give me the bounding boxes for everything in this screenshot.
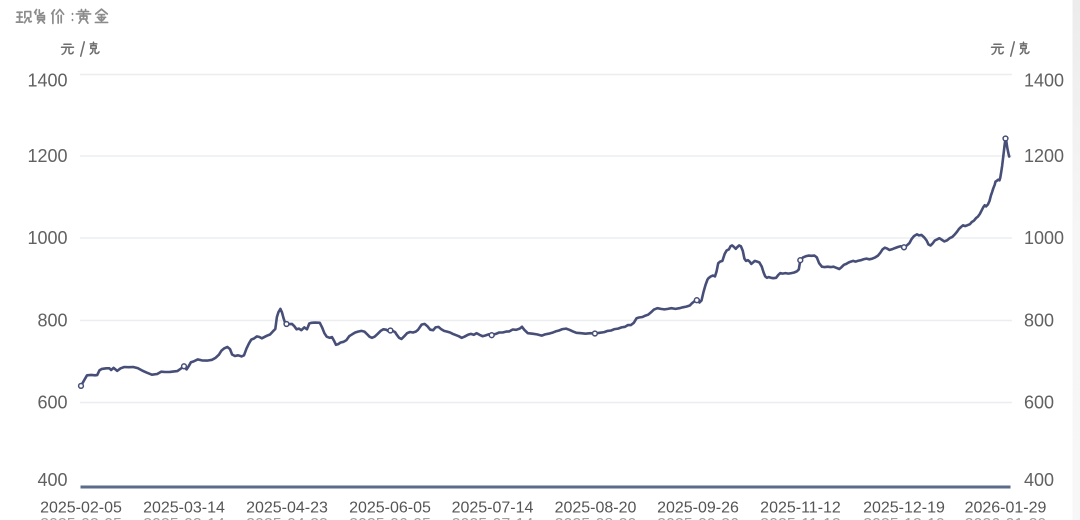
svg-text:2025-11-12: 2025-11-12 xyxy=(760,516,841,520)
svg-text:800: 800 xyxy=(37,311,67,331)
svg-text:2025-03-14: 2025-03-14 xyxy=(143,516,225,520)
svg-text:2025-04-23: 2025-04-23 xyxy=(246,516,328,520)
svg-text:1200: 1200 xyxy=(1024,146,1064,166)
svg-text:600: 600 xyxy=(1024,393,1054,413)
svg-text:2025-11-12: 2025-11-12 xyxy=(760,500,841,517)
svg-text:2025-07-14: 2025-07-14 xyxy=(452,500,534,517)
svg-text:2025-12-19: 2025-12-19 xyxy=(863,516,945,520)
svg-text:800: 800 xyxy=(1024,311,1054,331)
svg-text:2025-08-20: 2025-08-20 xyxy=(555,500,637,517)
svg-text:1000: 1000 xyxy=(27,228,67,248)
svg-text:2025-07-14: 2025-07-14 xyxy=(452,516,534,520)
svg-text:2025-02-05: 2025-02-05 xyxy=(40,516,122,520)
svg-text:2025-12-19: 2025-12-19 xyxy=(863,500,945,517)
svg-text:2025-03-14: 2025-03-14 xyxy=(143,500,225,517)
svg-text:2026-01-29: 2026-01-29 xyxy=(965,500,1047,517)
svg-text:600: 600 xyxy=(37,393,67,413)
svg-text:2025-08-20: 2025-08-20 xyxy=(555,516,637,520)
svg-text:2025-06-05: 2025-06-05 xyxy=(349,516,431,520)
svg-text:2026-01-29: 2026-01-29 xyxy=(965,516,1047,520)
svg-text:1200: 1200 xyxy=(27,146,67,166)
svg-text:2025-02-05: 2025-02-05 xyxy=(40,500,122,517)
svg-text:1000: 1000 xyxy=(1024,228,1064,248)
svg-text:1400: 1400 xyxy=(27,71,67,91)
svg-text:2025-09-26: 2025-09-26 xyxy=(657,516,739,520)
svg-text:2025-06-05: 2025-06-05 xyxy=(349,500,431,517)
svg-text:1400: 1400 xyxy=(1024,71,1064,91)
svg-text:2025-04-23: 2025-04-23 xyxy=(246,500,328,517)
svg-text:2025-09-26: 2025-09-26 xyxy=(657,500,739,517)
svg-text:400: 400 xyxy=(37,470,67,490)
svg-text:400: 400 xyxy=(1024,470,1054,490)
